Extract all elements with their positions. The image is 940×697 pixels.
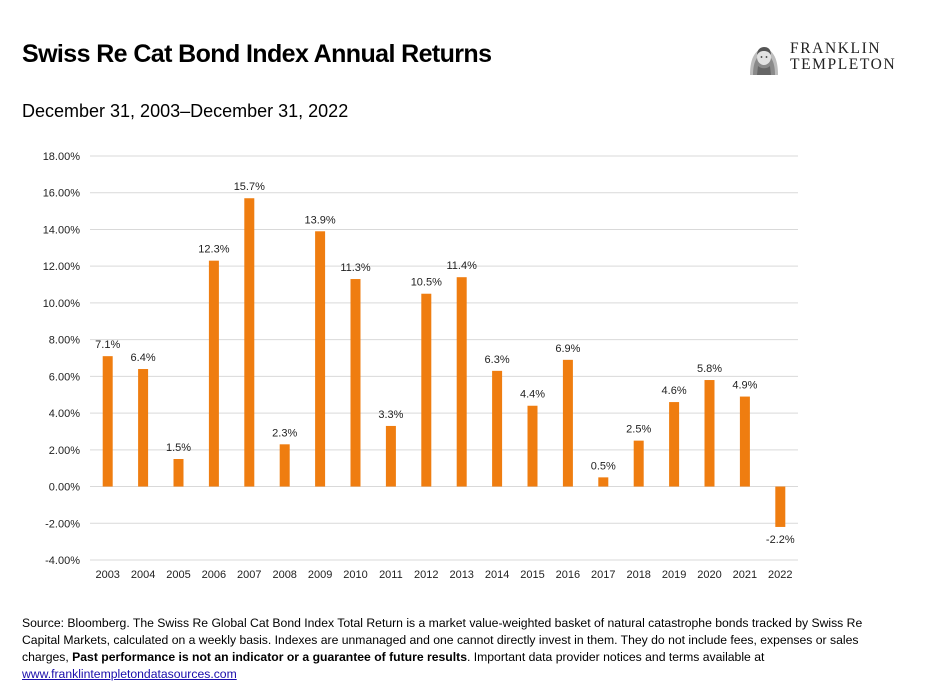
data-labels: 7.1% 6.4% 1.5% 12.3% 15.7% 2.3% 13.9% 11.3% 3.3%… <box>95 181 795 546</box>
data-label: 3.3% <box>378 409 403 421</box>
data-sources-link[interactable]: www.franklintempletondatasources.com <box>22 667 237 681</box>
bar <box>208 260 219 487</box>
franklin-templeton-logo: FRANKLIN TEMPLETON <box>744 40 914 76</box>
data-label: 7.1% <box>95 339 120 351</box>
bar <box>102 356 113 487</box>
footnote-disclaimer: Past performance is not an indicator or … <box>72 650 467 664</box>
x-tick-label: 2011 <box>379 569 403 581</box>
y-tick-label: 4.00% <box>49 408 80 420</box>
bar <box>598 477 609 487</box>
y-tick-label: 2.00% <box>49 445 80 457</box>
data-label: 4.4% <box>520 389 545 401</box>
bar <box>350 279 361 487</box>
data-label: 6.4% <box>131 352 156 364</box>
x-tick-label: 2016 <box>556 569 580 581</box>
x-tick-label: 2009 <box>308 569 332 581</box>
data-label: 11.3% <box>340 262 371 274</box>
bar <box>456 277 467 487</box>
y-tick-label: 14.00% <box>43 224 81 236</box>
logo-line-1: FRANKLIN <box>790 40 882 57</box>
data-label: 6.9% <box>555 343 580 355</box>
data-label: -2.2% <box>766 534 795 546</box>
x-tick-label: 2012 <box>414 569 438 581</box>
x-tick-label: 2007 <box>237 569 261 581</box>
data-label: 5.8% <box>697 363 722 375</box>
x-tick-label: 2004 <box>131 569 155 581</box>
data-label: 13.9% <box>304 214 335 226</box>
bar <box>669 402 680 487</box>
benjamin-franklin-portrait-icon <box>750 47 778 75</box>
x-tick-label: 2018 <box>626 569 650 581</box>
bar <box>173 459 184 487</box>
data-label: 2.3% <box>272 427 297 439</box>
bar <box>385 425 396 487</box>
y-tick-label: 18.00% <box>43 151 81 163</box>
data-label: 4.6% <box>662 385 687 397</box>
bar <box>775 486 786 527</box>
logo-line-2: TEMPLETON <box>790 56 897 73</box>
bar <box>704 380 715 487</box>
data-label: 4.9% <box>732 380 757 392</box>
bar <box>279 444 290 487</box>
y-tick-label: 8.00% <box>49 335 80 347</box>
bars <box>102 198 786 527</box>
x-tick-label: 2019 <box>662 569 686 581</box>
y-tick-label: -4.00% <box>45 555 80 567</box>
gridlines <box>90 155 798 561</box>
y-tick-label: 10.00% <box>43 298 81 310</box>
x-tick-label: 2014 <box>485 569 509 581</box>
data-label: 6.3% <box>485 354 510 366</box>
data-label: 15.7% <box>234 181 265 193</box>
bar <box>739 396 750 487</box>
x-tick-label: 2013 <box>449 569 473 581</box>
y-tick-label: 0.00% <box>49 482 80 494</box>
logo-wordmark: FRANKLIN TEMPLETON <box>790 41 896 73</box>
bar <box>244 198 255 487</box>
y-tick-label: 12.00% <box>43 261 81 273</box>
chart-subtitle: December 31, 2003–December 31, 2022 <box>22 101 349 121</box>
x-tick-label: 2020 <box>697 569 721 581</box>
y-axis-tick-labels: 18.00% 16.00% 14.00% 12.00% 10.00% 8.00% 6.00%… <box>43 151 81 567</box>
footnote-text: Source: Bloomberg. The Swiss Re Global C… <box>22 616 863 664</box>
y-tick-label: -2.00% <box>45 518 80 530</box>
data-label: 1.5% <box>166 442 191 454</box>
x-tick-label: 2010 <box>343 569 367 581</box>
x-tick-label: 2008 <box>272 569 296 581</box>
x-tick-label: 2017 <box>591 569 615 581</box>
x-tick-label: 2003 <box>95 569 119 581</box>
bar <box>527 405 538 487</box>
bar <box>562 359 573 487</box>
data-label: 12.3% <box>198 244 229 256</box>
bar <box>421 293 432 487</box>
bar <box>315 231 326 487</box>
data-label: 10.5% <box>411 277 442 289</box>
x-tick-label: 2021 <box>733 569 757 581</box>
bar-chart: 18.00% 16.00% 14.00% 12.00% 10.00% 8.00% 6.00%… <box>43 151 798 581</box>
data-label: 11.4% <box>447 260 478 272</box>
source-footnote: Source: Bloomberg. The Swiss Re Global C… <box>22 615 902 683</box>
x-tick-label: 2015 <box>520 569 544 581</box>
bar <box>633 440 644 487</box>
chart-title: Swiss Re Cat Bond Index Annual Returns <box>22 40 492 68</box>
data-label: 2.5% <box>626 424 651 436</box>
footnote-text-after: . Important data provider notices and te… <box>466 650 765 664</box>
x-tick-label: 2006 <box>202 569 226 581</box>
data-label: 0.5% <box>591 460 616 472</box>
x-tick-label: 2022 <box>768 569 792 581</box>
y-tick-label: 16.00% <box>43 188 81 200</box>
x-axis-tick-labels: 2003 2004 2005 2006 2007 2008 2009 2010 2011 2012… <box>95 569 792 581</box>
bar <box>138 369 149 487</box>
y-tick-label: 6.00% <box>49 371 80 383</box>
x-tick-label: 2005 <box>166 569 190 581</box>
bar <box>492 370 503 487</box>
